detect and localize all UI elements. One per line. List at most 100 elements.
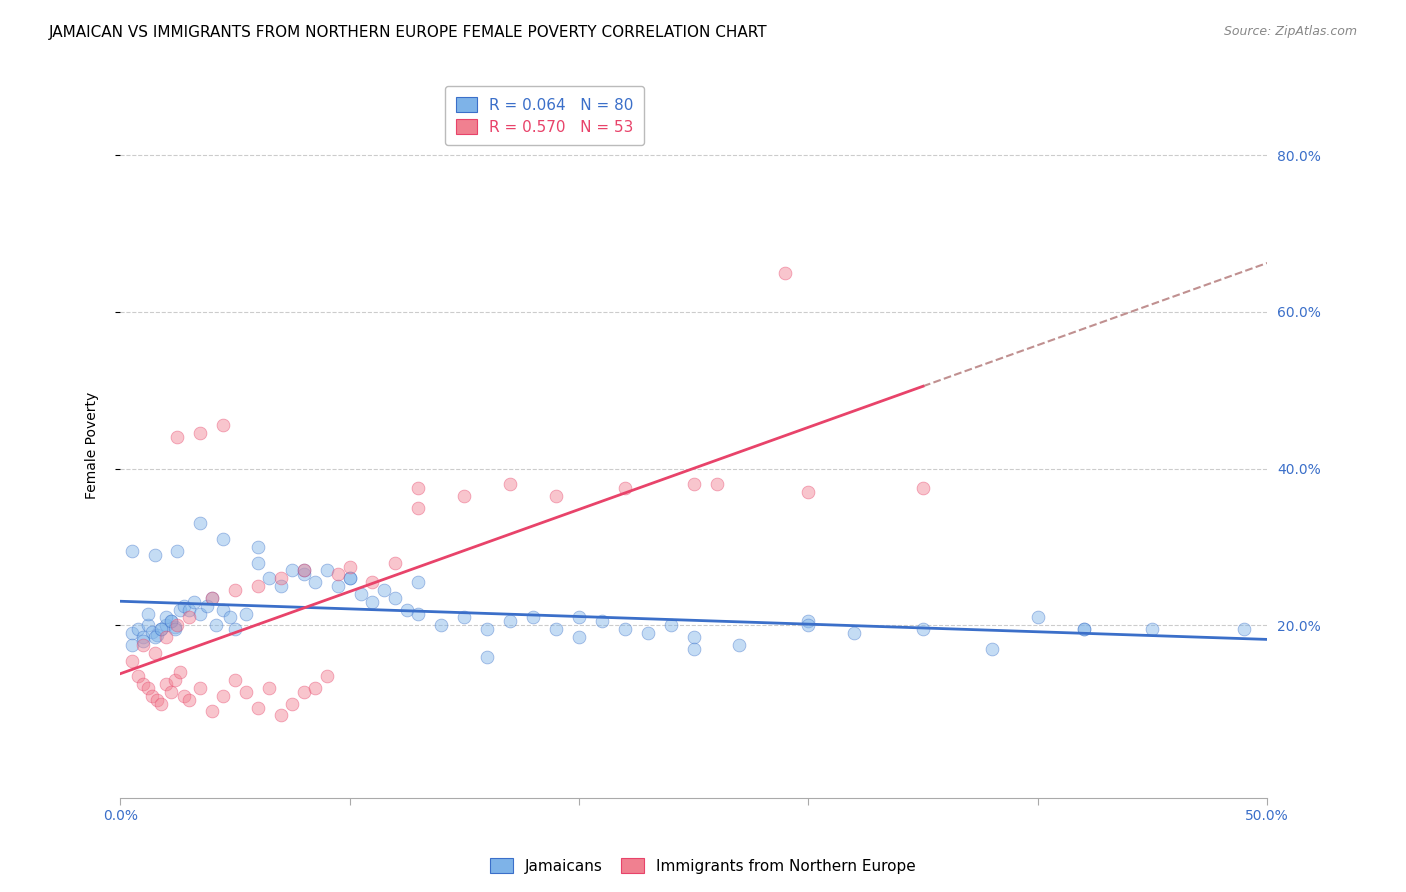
Point <box>728 638 751 652</box>
Point <box>408 481 430 495</box>
Point <box>361 575 384 590</box>
Point <box>177 692 200 706</box>
Point <box>150 622 173 636</box>
Point <box>121 544 143 558</box>
Point <box>166 430 188 444</box>
Point <box>613 622 636 636</box>
Point <box>132 630 155 644</box>
Point <box>1233 622 1256 636</box>
Point <box>141 624 163 639</box>
Point <box>177 602 200 616</box>
Point <box>212 532 235 546</box>
Point <box>339 559 361 574</box>
Point <box>235 607 257 621</box>
Point <box>408 607 430 621</box>
Point <box>395 602 418 616</box>
Point <box>373 582 395 597</box>
Point <box>143 630 166 644</box>
Point <box>224 622 246 636</box>
Point <box>201 591 224 605</box>
Point <box>190 426 212 441</box>
Point <box>408 575 430 590</box>
Point <box>132 634 155 648</box>
Legend: Jamaicans, Immigrants from Northern Europe: Jamaicans, Immigrants from Northern Euro… <box>484 852 922 880</box>
Point <box>706 477 728 491</box>
Point <box>146 692 169 706</box>
Point <box>522 610 544 624</box>
Point <box>797 615 820 629</box>
Point <box>591 615 613 629</box>
Point <box>384 591 406 605</box>
Point <box>1142 622 1164 636</box>
Point <box>190 681 212 695</box>
Point <box>682 477 704 491</box>
Point <box>568 610 591 624</box>
Point <box>453 610 475 624</box>
Point <box>544 489 567 503</box>
Point <box>165 620 187 634</box>
Point <box>326 579 349 593</box>
Point <box>136 618 159 632</box>
Point <box>304 575 326 590</box>
Y-axis label: Female Poverty: Female Poverty <box>86 392 100 499</box>
Point <box>270 571 292 585</box>
Point <box>270 579 292 593</box>
Point <box>568 630 591 644</box>
Point <box>121 626 143 640</box>
Point <box>166 544 188 558</box>
Point <box>544 622 567 636</box>
Point <box>475 649 498 664</box>
Point <box>155 618 177 632</box>
Point <box>350 587 373 601</box>
Point <box>292 564 315 578</box>
Point <box>911 481 934 495</box>
Point <box>155 677 177 691</box>
Point <box>212 602 235 616</box>
Point <box>292 567 315 582</box>
Point <box>499 477 522 491</box>
Point <box>150 697 173 711</box>
Point <box>183 595 205 609</box>
Point <box>127 622 149 636</box>
Point <box>315 564 337 578</box>
Point <box>169 602 191 616</box>
Point <box>475 622 498 636</box>
Point <box>165 622 187 636</box>
Point <box>281 697 304 711</box>
Point <box>127 669 149 683</box>
Point <box>165 673 187 687</box>
Point <box>246 700 269 714</box>
Point <box>224 582 246 597</box>
Point <box>257 571 280 585</box>
Point <box>132 638 155 652</box>
Point <box>132 677 155 691</box>
Point <box>159 685 181 699</box>
Point <box>155 630 177 644</box>
Point <box>219 610 242 624</box>
Point <box>173 599 195 613</box>
Point <box>980 641 1002 656</box>
Point <box>143 548 166 562</box>
Point <box>339 571 361 585</box>
Point <box>304 681 326 695</box>
Point <box>1073 622 1095 636</box>
Point <box>146 628 169 642</box>
Point <box>246 540 269 554</box>
Text: JAMAICAN VS IMMIGRANTS FROM NORTHERN EUROPE FEMALE POVERTY CORRELATION CHART: JAMAICAN VS IMMIGRANTS FROM NORTHERN EUR… <box>49 25 768 40</box>
Point <box>190 607 212 621</box>
Point <box>408 500 430 515</box>
Point <box>682 641 704 656</box>
Point <box>637 626 659 640</box>
Point <box>143 646 166 660</box>
Point <box>292 564 315 578</box>
Point <box>195 599 218 613</box>
Point <box>121 654 143 668</box>
Point <box>212 418 235 433</box>
Point <box>246 579 269 593</box>
Point <box>339 571 361 585</box>
Point <box>190 516 212 531</box>
Point <box>201 705 224 719</box>
Point <box>224 673 246 687</box>
Point <box>1026 610 1049 624</box>
Point <box>169 665 191 680</box>
